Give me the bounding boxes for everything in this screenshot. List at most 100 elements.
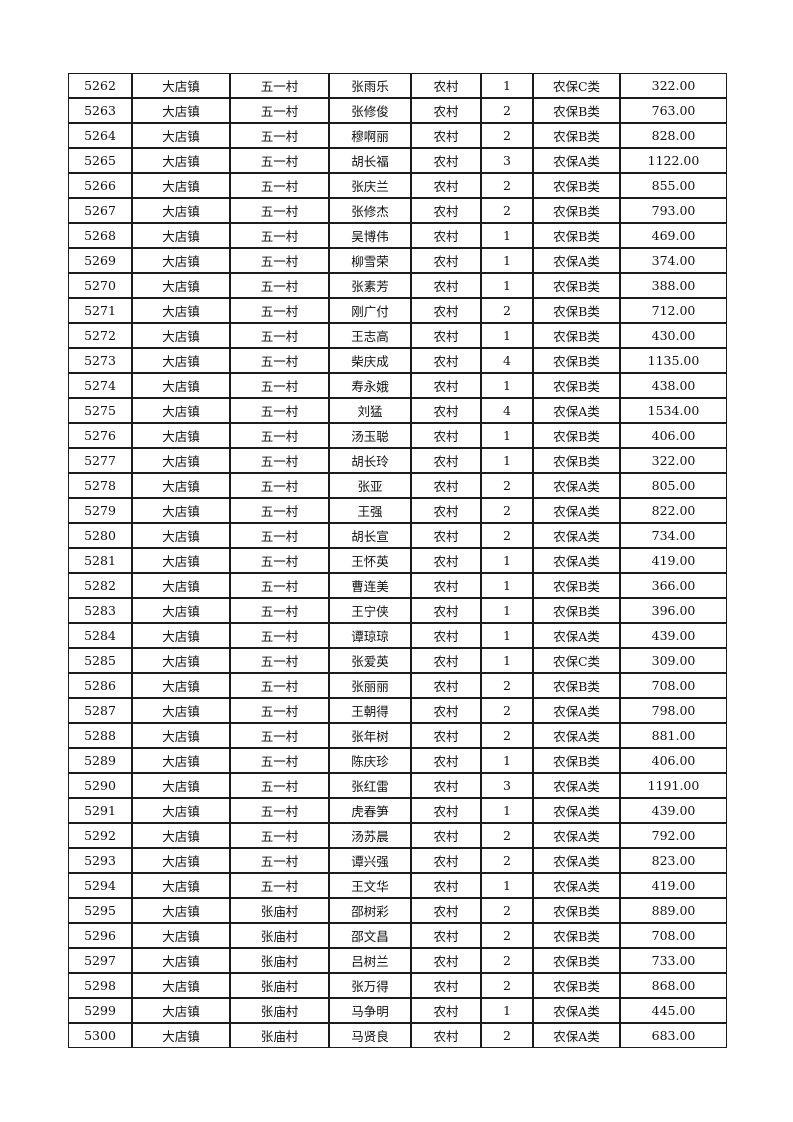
person-count-cell: 2 — [481, 673, 533, 698]
person-name-cell: 马争明 — [329, 998, 411, 1023]
amount-cell: 406.00 — [620, 423, 727, 448]
insurance-category-cell: 农保B类 — [533, 323, 620, 348]
insurance-category-cell: 农保B类 — [533, 348, 620, 373]
insurance-category-cell: 农保A类 — [533, 148, 620, 173]
town-cell: 大店镇 — [132, 298, 230, 323]
village-cell: 五一村 — [230, 473, 329, 498]
household-type-cell: 农村 — [411, 148, 481, 173]
person-name-cell: 寿永娥 — [329, 373, 411, 398]
insurance-category-cell: 农保B类 — [533, 598, 620, 623]
amount-cell: 822.00 — [620, 498, 727, 523]
village-cell: 五一村 — [230, 123, 329, 148]
amount-cell: 439.00 — [620, 798, 727, 823]
person-name-cell: 谭兴强 — [329, 848, 411, 873]
insurance-category-cell: 农保B类 — [533, 273, 620, 298]
household-type-cell: 农村 — [411, 723, 481, 748]
table-row: 5296 大店镇 张庙村 邵文昌 农村 2 农保B类 708.00 — [68, 923, 727, 948]
serial-number-cell: 5288 — [68, 723, 132, 748]
amount-cell: 445.00 — [620, 998, 727, 1023]
insurance-category-cell: 农保B类 — [533, 98, 620, 123]
person-name-cell: 张亚 — [329, 473, 411, 498]
town-cell: 大店镇 — [132, 573, 230, 598]
household-type-cell: 农村 — [411, 848, 481, 873]
village-cell: 五一村 — [230, 298, 329, 323]
household-type-cell: 农村 — [411, 98, 481, 123]
village-cell: 五一村 — [230, 348, 329, 373]
table-row: 5267 大店镇 五一村 张修杰 农村 2 农保B类 793.00 — [68, 198, 727, 223]
amount-cell: 823.00 — [620, 848, 727, 873]
person-name-cell: 穆啊丽 — [329, 123, 411, 148]
serial-number-cell: 5270 — [68, 273, 132, 298]
person-count-cell: 1 — [481, 748, 533, 773]
household-type-cell: 农村 — [411, 748, 481, 773]
household-type-cell: 农村 — [411, 773, 481, 798]
insurance-category-cell: 农保A类 — [533, 248, 620, 273]
person-count-cell: 1 — [481, 448, 533, 473]
town-cell: 大店镇 — [132, 473, 230, 498]
person-name-cell: 刚广付 — [329, 298, 411, 323]
table-row: 5281 大店镇 五一村 王怀英 农村 1 农保A类 419.00 — [68, 548, 727, 573]
insurance-category-cell: 农保B类 — [533, 748, 620, 773]
table-row: 5292 大店镇 五一村 汤苏晨 农村 2 农保A类 792.00 — [68, 823, 727, 848]
town-cell: 大店镇 — [132, 498, 230, 523]
person-name-cell: 张素芳 — [329, 273, 411, 298]
amount-cell: 1122.00 — [620, 148, 727, 173]
serial-number-cell: 5293 — [68, 848, 132, 873]
village-cell: 五一村 — [230, 423, 329, 448]
table-row: 5265 大店镇 五一村 胡长福 农村 3 农保A类 1122.00 — [68, 148, 727, 173]
amount-cell: 733.00 — [620, 948, 727, 973]
table-row: 5276 大店镇 五一村 汤玉聪 农村 1 农保B类 406.00 — [68, 423, 727, 448]
table-row: 5274 大店镇 五一村 寿永娥 农村 1 农保B类 438.00 — [68, 373, 727, 398]
person-name-cell: 胡长玲 — [329, 448, 411, 473]
town-cell: 大店镇 — [132, 98, 230, 123]
person-count-cell: 2 — [481, 173, 533, 198]
village-cell: 五一村 — [230, 98, 329, 123]
serial-number-cell: 5263 — [68, 98, 132, 123]
household-type-cell: 农村 — [411, 598, 481, 623]
town-cell: 大店镇 — [132, 648, 230, 673]
person-name-cell: 王宁侠 — [329, 598, 411, 623]
person-name-cell: 汤玉聪 — [329, 423, 411, 448]
village-cell: 五一村 — [230, 698, 329, 723]
person-count-cell: 1 — [481, 998, 533, 1023]
serial-number-cell: 5264 — [68, 123, 132, 148]
serial-number-cell: 5295 — [68, 898, 132, 923]
insurance-category-cell: 农保A类 — [533, 798, 620, 823]
village-cell: 五一村 — [230, 273, 329, 298]
household-type-cell: 农村 — [411, 348, 481, 373]
serial-number-cell: 5281 — [68, 548, 132, 573]
household-type-cell: 农村 — [411, 473, 481, 498]
village-cell: 张庙村 — [230, 1023, 329, 1048]
table-row: 5282 大店镇 五一村 曹连美 农村 1 农保B类 366.00 — [68, 573, 727, 598]
table-row: 5269 大店镇 五一村 柳雪荣 农村 1 农保A类 374.00 — [68, 248, 727, 273]
amount-cell: 439.00 — [620, 623, 727, 648]
town-cell: 大店镇 — [132, 598, 230, 623]
person-count-cell: 3 — [481, 773, 533, 798]
table-row: 5268 大店镇 五一村 吴博伟 农村 1 农保B类 469.00 — [68, 223, 727, 248]
town-cell: 大店镇 — [132, 823, 230, 848]
person-count-cell: 1 — [481, 248, 533, 273]
insurance-category-cell: 农保B类 — [533, 173, 620, 198]
person-count-cell: 2 — [481, 698, 533, 723]
person-name-cell: 张修俊 — [329, 98, 411, 123]
insurance-category-cell: 农保A类 — [533, 1023, 620, 1048]
household-type-cell: 农村 — [411, 448, 481, 473]
town-cell: 大店镇 — [132, 123, 230, 148]
amount-cell: 828.00 — [620, 123, 727, 148]
person-count-cell: 2 — [481, 848, 533, 873]
serial-number-cell: 5276 — [68, 423, 132, 448]
table-row: 5286 大店镇 五一村 张丽丽 农村 2 农保B类 708.00 — [68, 673, 727, 698]
amount-cell: 430.00 — [620, 323, 727, 348]
amount-cell: 868.00 — [620, 973, 727, 998]
household-type-cell: 农村 — [411, 523, 481, 548]
household-type-cell: 农村 — [411, 73, 481, 98]
person-name-cell: 曹连美 — [329, 573, 411, 598]
serial-number-cell: 5287 — [68, 698, 132, 723]
town-cell: 大店镇 — [132, 198, 230, 223]
household-type-cell: 农村 — [411, 648, 481, 673]
household-type-cell: 农村 — [411, 923, 481, 948]
household-type-cell: 农村 — [411, 548, 481, 573]
table-row: 5270 大店镇 五一村 张素芳 农村 1 农保B类 388.00 — [68, 273, 727, 298]
person-count-cell: 2 — [481, 523, 533, 548]
town-cell: 大店镇 — [132, 373, 230, 398]
